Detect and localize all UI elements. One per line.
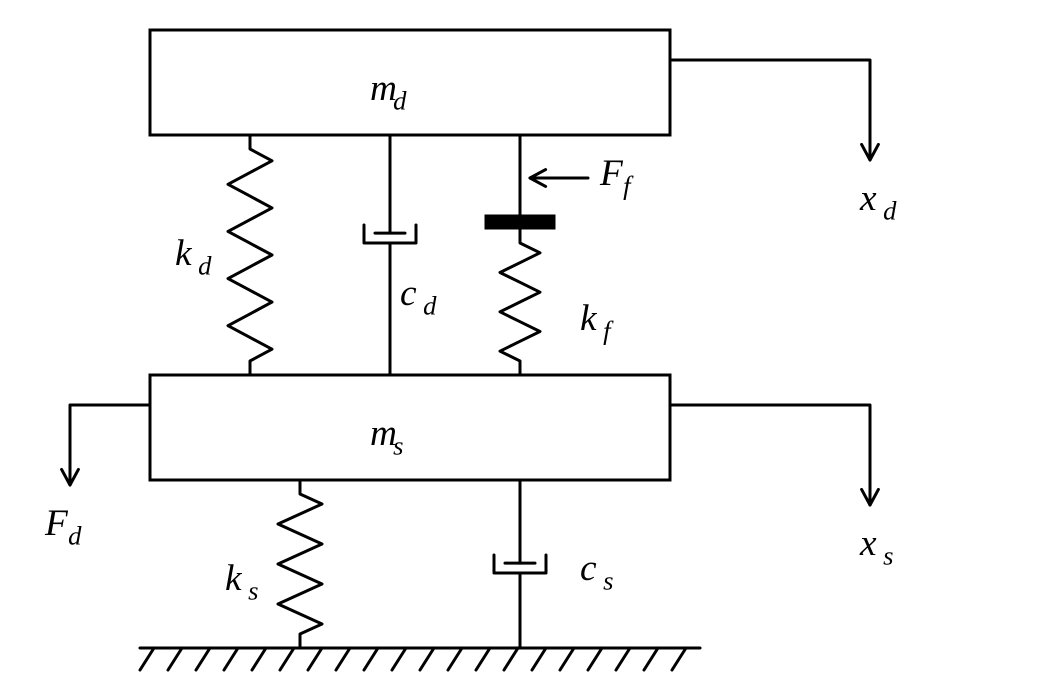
damper-cs-label: cs (580, 548, 614, 595)
damper-cd-label: cd (400, 273, 437, 320)
svg-text:k: k (225, 558, 243, 599)
spring-kd-label: kd (175, 233, 212, 280)
svg-text:s: s (603, 565, 613, 595)
mass-md (150, 30, 670, 135)
mass-ms-label: ms (370, 413, 404, 460)
svg-text:s: s (248, 575, 258, 605)
mass-ms (150, 375, 670, 480)
spring-kf (500, 229, 540, 375)
svg-text:x: x (859, 178, 877, 219)
spring-kd (228, 135, 272, 375)
svg-text:c: c (580, 548, 597, 589)
spring-kf-label: kf (580, 298, 614, 345)
svg-text:c: c (400, 273, 417, 314)
arrow-xs-label: xs (859, 523, 894, 570)
svg-text:d: d (883, 195, 897, 225)
spring-ks-label: ks (225, 558, 259, 605)
arrow-fd-label: Fd (44, 503, 82, 550)
mechanical-diagram: mdmskdcdFfkfkscsxdxsFd (0, 0, 1045, 692)
svg-text:F: F (44, 503, 69, 544)
svg-text:f: f (623, 170, 634, 200)
friction-label: Ff (599, 153, 634, 200)
svg-text:f: f (603, 315, 614, 345)
svg-text:s: s (393, 430, 403, 460)
svg-text:d: d (198, 250, 212, 280)
svg-text:d: d (68, 520, 82, 550)
svg-text:F: F (599, 153, 624, 194)
mass-md-label: md (370, 68, 407, 115)
arrow-xd (670, 60, 870, 160)
svg-text:d: d (393, 85, 407, 115)
arrow-fd (70, 405, 150, 485)
friction-pad (485, 215, 555, 229)
arrow-xd-label: xd (859, 178, 897, 225)
svg-text:k: k (175, 233, 193, 274)
arrow-xs (670, 405, 870, 505)
svg-text:s: s (883, 540, 893, 570)
svg-text:d: d (423, 290, 437, 320)
spring-ks (278, 480, 322, 648)
svg-text:k: k (580, 298, 598, 339)
svg-text:x: x (859, 523, 877, 564)
